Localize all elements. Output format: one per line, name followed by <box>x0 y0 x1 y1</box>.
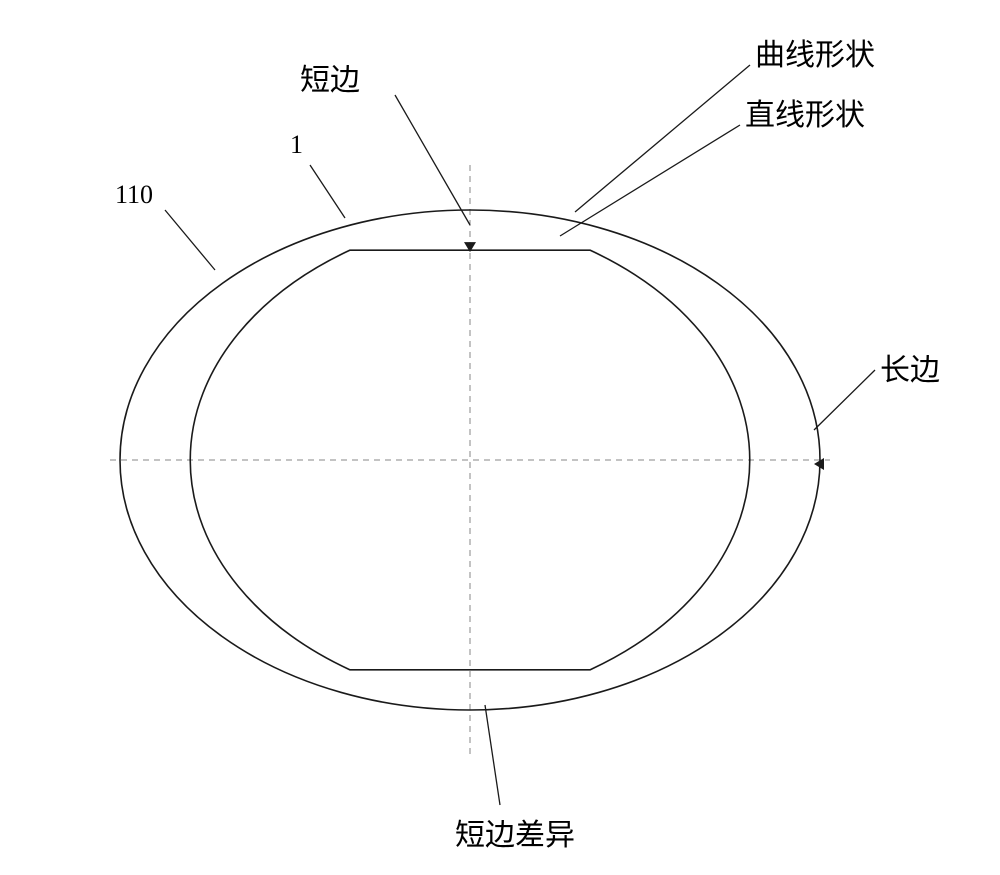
label-curve-shape: 曲线形状 <box>755 30 875 74</box>
label-1: 1 <box>290 130 303 160</box>
axis-arrows <box>464 242 824 470</box>
label-short-side: 短边 <box>300 55 360 99</box>
label-110: 110 <box>115 180 153 210</box>
axes-group <box>110 165 830 755</box>
label-short-diff: 短边差异 <box>455 810 575 854</box>
diagram-stage: 短边 曲线形状 直线形状 1 110 长边 短边差异 <box>0 0 1000 875</box>
label-straight-shape: 直线形状 <box>745 90 865 134</box>
leader-lines <box>165 65 875 805</box>
label-long-side: 长边 <box>880 345 940 389</box>
